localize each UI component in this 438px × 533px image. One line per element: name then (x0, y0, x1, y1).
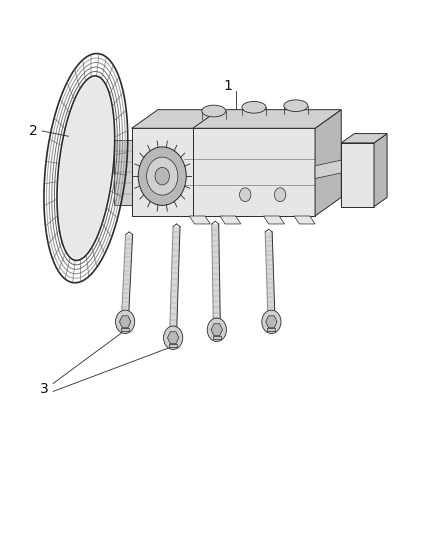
Ellipse shape (202, 105, 226, 117)
Polygon shape (374, 134, 387, 207)
Polygon shape (220, 216, 241, 224)
Circle shape (147, 157, 178, 195)
Polygon shape (170, 227, 180, 332)
Polygon shape (213, 336, 221, 340)
Polygon shape (114, 140, 132, 205)
Text: 2: 2 (29, 124, 38, 138)
Polygon shape (132, 110, 219, 128)
Circle shape (155, 167, 170, 185)
Polygon shape (264, 216, 285, 224)
Polygon shape (341, 143, 374, 207)
Circle shape (240, 188, 251, 201)
Circle shape (262, 310, 281, 334)
Polygon shape (212, 224, 220, 324)
Polygon shape (265, 232, 275, 316)
Polygon shape (132, 128, 193, 216)
Text: 1: 1 (223, 79, 232, 93)
Polygon shape (184, 128, 315, 216)
Polygon shape (59, 78, 113, 258)
Circle shape (207, 318, 226, 342)
Polygon shape (268, 328, 276, 332)
Polygon shape (211, 324, 223, 336)
Polygon shape (341, 134, 387, 143)
Circle shape (138, 147, 186, 205)
Ellipse shape (284, 100, 308, 111)
Polygon shape (167, 332, 179, 344)
Polygon shape (169, 344, 177, 348)
Circle shape (116, 310, 135, 334)
Text: 3: 3 (40, 382, 49, 396)
Polygon shape (315, 110, 341, 216)
Circle shape (275, 188, 286, 201)
Polygon shape (294, 216, 315, 224)
Polygon shape (266, 316, 277, 328)
Ellipse shape (242, 101, 266, 113)
Polygon shape (189, 216, 210, 224)
Polygon shape (315, 160, 341, 179)
Circle shape (163, 326, 183, 350)
Polygon shape (184, 110, 341, 128)
Polygon shape (121, 328, 129, 332)
Polygon shape (122, 235, 133, 316)
Polygon shape (120, 316, 131, 328)
